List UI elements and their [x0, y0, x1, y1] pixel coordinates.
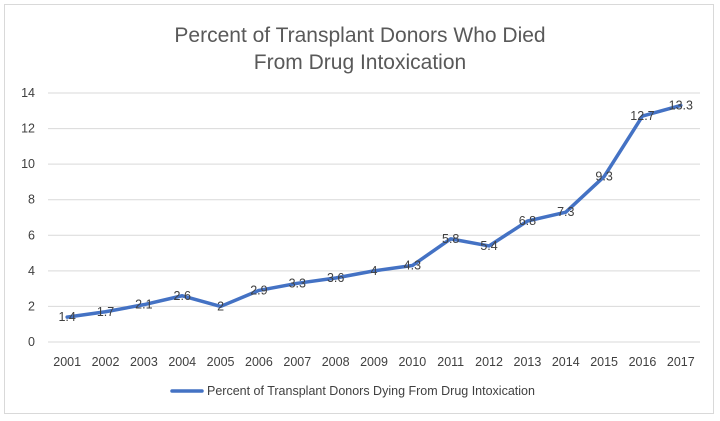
data-label: 2.6 — [174, 289, 191, 303]
data-label: 3.6 — [327, 271, 344, 285]
x-tick-label: 2015 — [590, 355, 618, 369]
data-labels: 1.4 1.7 2.1 2.6 2 2.9 3.3 3.6 4 4.3 5.8 5.4 6.8 7.3 9.… — [58, 98, 693, 324]
data-label: 1.7 — [97, 305, 114, 319]
x-tick-label: 2013 — [514, 355, 542, 369]
legend-label: Percent of Transplant Donors Dying From … — [207, 384, 535, 398]
x-tick-label: 2009 — [360, 355, 388, 369]
x-tick-label: 2002 — [92, 355, 120, 369]
y-tick-label: 6 — [28, 228, 35, 242]
chart-title: Percent of Transplant Donors Who Died Fr… — [174, 24, 545, 74]
chart-title-line-1: Percent of Transplant Donors Who Died — [174, 24, 545, 47]
series-line — [65, 103, 683, 319]
x-tick-label: 2007 — [283, 355, 311, 369]
y-tick-label: 12 — [21, 122, 35, 136]
data-label: 6.8 — [519, 214, 536, 228]
y-tick-label: 2 — [28, 299, 35, 313]
chart-frame: Percent of Transplant Donors Who Died Fr… — [4, 4, 714, 414]
legend: Percent of Transplant Donors Dying From … — [170, 384, 535, 398]
data-label: 1.4 — [58, 310, 75, 324]
x-tick-label: 2014 — [552, 355, 580, 369]
y-tick-label: 10 — [21, 157, 35, 171]
data-label: 2.1 — [135, 298, 152, 312]
line-chart: Percent of Transplant Donors Who Died Fr… — [21, 24, 700, 398]
x-tick-label: 2017 — [667, 355, 695, 369]
x-tick-label: 2010 — [398, 355, 426, 369]
x-tick-label: 2004 — [168, 355, 196, 369]
y-tick-label: 4 — [28, 264, 35, 278]
x-tick-label: 2005 — [207, 355, 235, 369]
y-tick-label: 8 — [28, 193, 35, 207]
series-lines — [65, 103, 683, 319]
data-label: 12.7 — [630, 109, 654, 123]
x-tick-label: 2003 — [130, 355, 158, 369]
data-label: 2.9 — [250, 283, 267, 297]
y-axis-ticks: 0 2 4 6 8 10 12 14 — [21, 86, 35, 349]
data-label: 7.3 — [557, 205, 574, 219]
data-label: 13.3 — [669, 98, 693, 112]
data-label: 9.3 — [595, 170, 612, 184]
x-axis-ticks: 2001 2002 2003 2004 2005 2006 2007 2008 2009 2010… — [53, 355, 695, 369]
y-tick-label: 0 — [28, 335, 35, 349]
data-label: 5.8 — [442, 232, 459, 246]
data-label: 5.4 — [480, 239, 497, 253]
x-tick-label: 2011 — [437, 355, 464, 369]
data-label: 3.3 — [289, 276, 306, 290]
chart-title-line-2: From Drug Intoxication — [254, 51, 466, 74]
data-label: 4 — [371, 264, 378, 278]
data-label: 2 — [217, 299, 224, 313]
x-tick-label: 2012 — [475, 355, 503, 369]
x-tick-label: 2001 — [53, 355, 81, 369]
data-label: 4.3 — [404, 259, 421, 273]
x-tick-label: 2016 — [629, 355, 657, 369]
x-tick-label: 2006 — [245, 355, 273, 369]
y-tick-label: 14 — [21, 86, 35, 100]
x-tick-label: 2008 — [322, 355, 350, 369]
